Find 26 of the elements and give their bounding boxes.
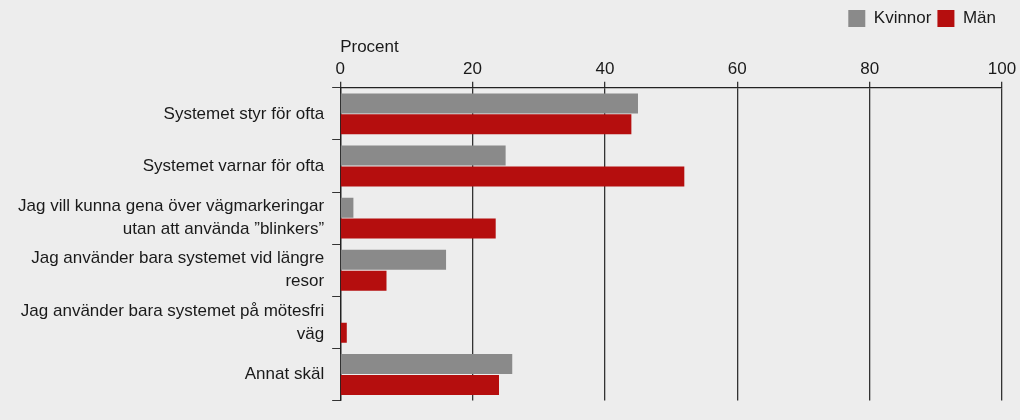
bar bbox=[340, 270, 387, 291]
y-tick-label: Systemet varnar för ofta bbox=[142, 155, 325, 175]
x-tick-label: 40 bbox=[595, 59, 615, 79]
y-tick-label: Systemet styr för ofta bbox=[163, 103, 325, 123]
y-tick-label: Jag använder bara systemet vid längre resor bbox=[31, 248, 325, 291]
x-tick-label: 20 bbox=[463, 59, 482, 79]
bar bbox=[340, 145, 506, 166]
y-tick-label: Annat skäl bbox=[244, 364, 325, 384]
x-tick-label: 80 bbox=[860, 59, 880, 79]
legend-label: Män bbox=[962, 8, 997, 28]
bar bbox=[340, 249, 447, 270]
bar bbox=[340, 197, 354, 218]
bar bbox=[340, 166, 685, 187]
bar bbox=[340, 114, 632, 135]
y-tick-label: Jag använder bara systemet på mötesfri väg bbox=[20, 300, 325, 343]
x-tick-label: 60 bbox=[727, 59, 747, 79]
bar bbox=[340, 93, 638, 114]
bar bbox=[340, 374, 500, 395]
y-tick-label: Jag vill kunna gena över vägmarkeringar utan att använda ”blinkers” bbox=[17, 196, 325, 239]
bar bbox=[340, 354, 513, 375]
x-tick-label: 0 bbox=[335, 59, 345, 79]
x-axis-title: Procent bbox=[340, 36, 400, 56]
bar bbox=[340, 218, 496, 239]
legend-label: Kvinnor bbox=[873, 8, 932, 28]
x-tick-label: 100 bbox=[987, 59, 1017, 79]
bar bbox=[340, 322, 347, 343]
